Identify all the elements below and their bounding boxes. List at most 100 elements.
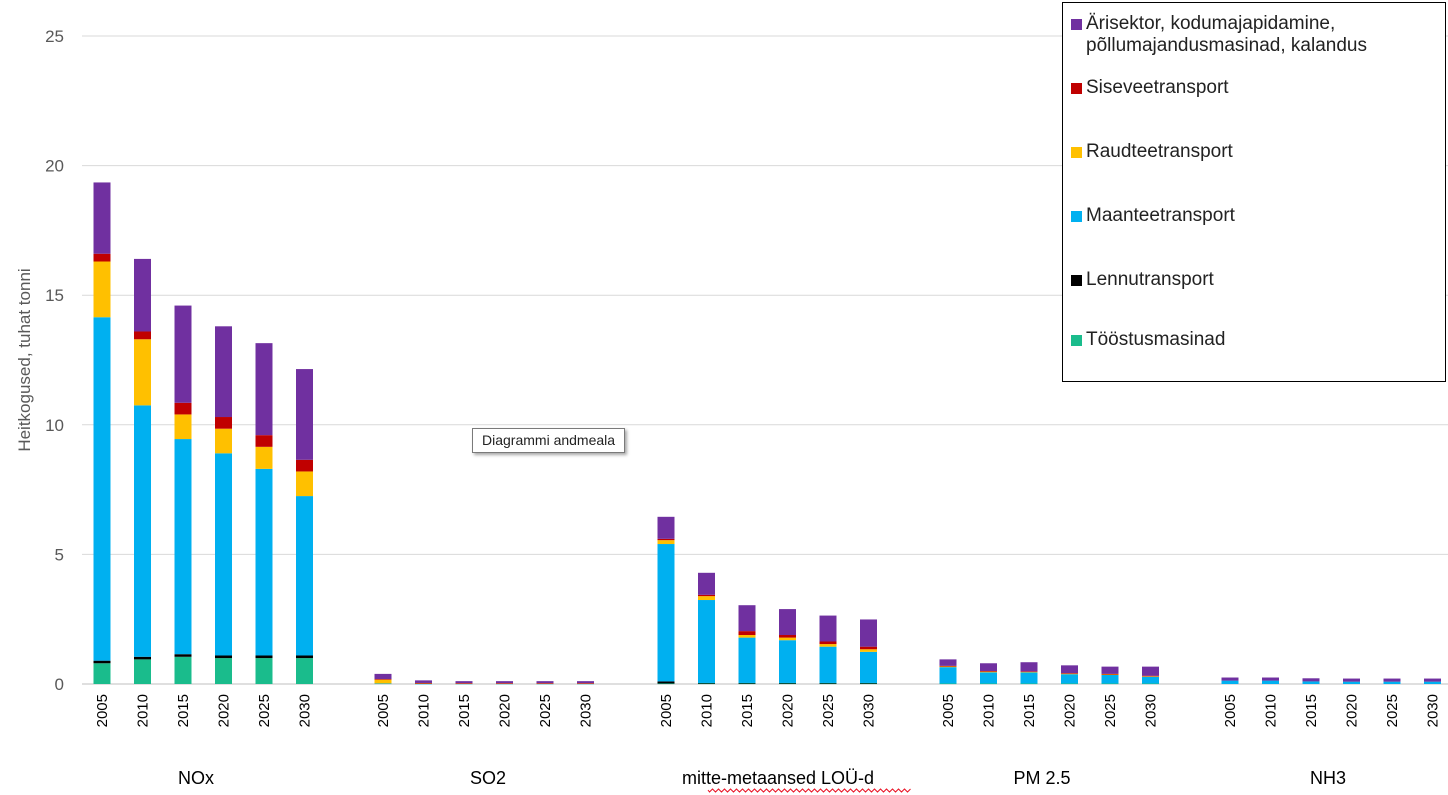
bar-segment xyxy=(134,656,151,660)
x-year-label: 2010 xyxy=(1263,694,1280,727)
y-tick-label: 0 xyxy=(55,675,64,694)
legend-label: Maanteetransport xyxy=(1086,205,1235,226)
bar-segment xyxy=(174,656,192,684)
bar-segment xyxy=(860,683,877,685)
bar-segment xyxy=(980,672,997,684)
bar-segment xyxy=(455,681,473,684)
bar-segment xyxy=(1383,678,1401,682)
bar-segment xyxy=(657,538,675,541)
x-year-label: 2015 xyxy=(1021,694,1038,727)
bar-segment xyxy=(779,682,796,684)
bar-segment xyxy=(1424,681,1441,684)
bar-segment xyxy=(1061,674,1078,684)
x-year-label: 2010 xyxy=(699,694,716,727)
x-year-label: 2020 xyxy=(1344,694,1361,727)
bar-segment xyxy=(860,649,877,652)
x-year-label: 2025 xyxy=(537,694,554,727)
y-tick-label: 25 xyxy=(45,27,64,46)
bar-segment xyxy=(1221,680,1239,684)
bar-segment xyxy=(779,640,796,683)
x-year-label: 2030 xyxy=(861,694,878,727)
x-axis-group-labels: NOx SO2 mitte-metaansed LOÜ-d PM 2.5 NH3 xyxy=(178,768,1346,788)
legend-swatch xyxy=(1071,83,1082,94)
bar-segment xyxy=(215,655,232,659)
y-axis-label: Heitkogused, tuhat tonni xyxy=(15,268,34,451)
y-tick-label: 20 xyxy=(45,157,64,176)
bar-segment xyxy=(1020,672,1038,684)
x-year-label: 2005 xyxy=(1222,694,1239,727)
bar-segment xyxy=(779,637,796,641)
bar-segment xyxy=(860,682,877,684)
legend-item[interactable]: Tööstusmasinad xyxy=(1071,329,1443,351)
bar-segment xyxy=(657,683,675,685)
bar-segment xyxy=(738,605,756,632)
legend-label: Tööstusmasinad xyxy=(1086,329,1226,350)
bar-segment xyxy=(819,646,837,683)
bar-segment xyxy=(296,658,313,684)
x-year-label: 2025 xyxy=(1384,694,1401,727)
bar-segment xyxy=(779,683,796,685)
x-year-label: 2005 xyxy=(94,694,111,727)
bar-segment xyxy=(296,369,313,460)
spellcheck-underline xyxy=(707,788,911,793)
bar-segment xyxy=(1302,681,1320,684)
bar-segment xyxy=(980,671,997,673)
legend-item[interactable]: Lennutransport xyxy=(1071,269,1443,291)
legend-label: Siseveetransport xyxy=(1086,77,1229,98)
bar-segment xyxy=(455,683,473,684)
bar-segment xyxy=(496,681,513,684)
legend[interactable]: Ärisektor, kodumajapidamine, põllumajand… xyxy=(1062,2,1446,382)
bar-segment xyxy=(1142,675,1159,677)
x-year-label: 2020 xyxy=(497,694,514,727)
bar-segment xyxy=(1383,681,1401,684)
bar-segment xyxy=(134,258,151,332)
bar-segment xyxy=(657,540,675,545)
bar-segment xyxy=(939,665,957,667)
bar-segment xyxy=(1142,676,1159,677)
bar-segment xyxy=(496,683,513,684)
x-year-label: 2025 xyxy=(1102,694,1119,727)
legend-item[interactable]: Raudteetransport xyxy=(1071,141,1443,163)
bar-segment xyxy=(255,446,273,469)
legend-item[interactable]: Ärisektor, kodumajapidamine, põllumajand… xyxy=(1071,13,1443,57)
x-year-label: 2020 xyxy=(1062,694,1079,727)
bar-segment xyxy=(980,671,997,672)
bar-segment xyxy=(1262,677,1279,681)
bar-segment xyxy=(1302,678,1320,682)
bar-segment xyxy=(738,635,756,638)
bar-segment xyxy=(374,679,392,680)
bar-segment xyxy=(215,428,232,454)
bar-segment xyxy=(255,343,273,436)
x-group-label: NOx xyxy=(178,768,214,788)
x-year-label: 2010 xyxy=(135,694,152,727)
bar-segment xyxy=(1020,662,1038,672)
bar-segment xyxy=(698,600,715,683)
bar-segment xyxy=(93,253,111,262)
bar-segment xyxy=(980,663,997,672)
bar-segment xyxy=(738,631,756,636)
legend-swatch xyxy=(1071,275,1082,286)
legend-item[interactable]: Maanteetransport xyxy=(1071,205,1443,227)
bar-segment xyxy=(1020,671,1038,673)
x-year-label: 2030 xyxy=(578,694,595,727)
bar-segment xyxy=(296,471,313,497)
bar-segment xyxy=(1061,665,1078,674)
bar-segment xyxy=(779,635,796,638)
y-axis-tick-labels: 0 5 10 15 20 25 xyxy=(45,27,64,694)
bar-segment xyxy=(819,615,837,642)
bar-segment xyxy=(374,673,392,680)
legend-item[interactable]: Siseveetransport xyxy=(1071,77,1443,99)
bar-segment xyxy=(939,683,957,685)
bar-segment xyxy=(215,326,232,418)
bar-segment xyxy=(415,682,432,684)
bar-segment xyxy=(698,683,715,685)
bar-segment xyxy=(1221,677,1239,681)
bar-segment xyxy=(698,572,715,595)
bar-segment xyxy=(93,182,111,254)
bar-segment xyxy=(93,261,111,318)
bar-segment xyxy=(698,682,715,684)
bar-segment xyxy=(536,681,554,684)
bar-segment xyxy=(374,683,392,685)
x-year-label: 2005 xyxy=(375,694,392,727)
legend-label: Raudteetransport xyxy=(1086,141,1233,162)
